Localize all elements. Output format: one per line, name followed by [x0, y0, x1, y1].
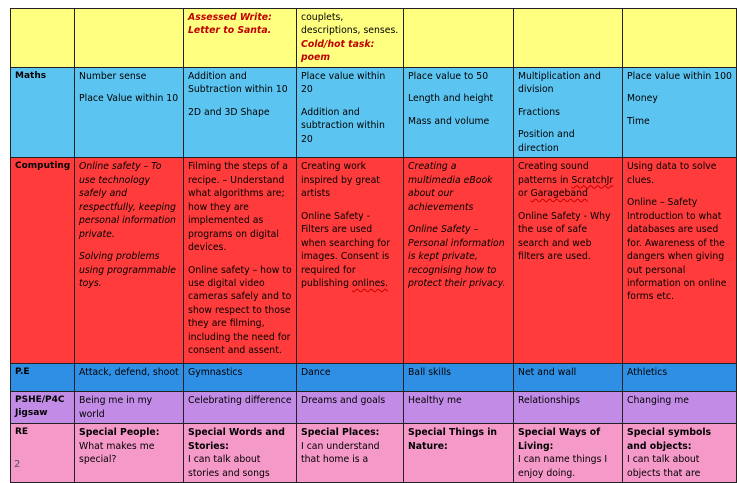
row-label-computing: Computing: [10, 157, 75, 365]
re-row: RE Special People: What makes me special?…: [10, 423, 737, 483]
row-label-maths: Maths: [10, 66, 75, 159]
computing-row: Computing Online safety – To use technol…: [10, 157, 737, 365]
maths-row: Maths Number sense Place Value within 10…: [10, 66, 737, 159]
page-number: 2: [14, 459, 21, 470]
row-label-pe: P.E: [10, 363, 75, 393]
poem-cell: couplets, descriptions, senses. Cold/hot…: [296, 8, 404, 68]
row-label-re: RE: [10, 423, 75, 483]
assessed-write-cell: Assessed Write: Letter to Santa.: [183, 8, 297, 68]
pe-row: P.E Attack, defend, shoot Gymnastics Dan…: [10, 363, 737, 393]
curriculum-table: Assessed Write: Letter to Santa. couplet…: [10, 8, 737, 483]
row-label-pshe: PSHE/P4C Jigsaw: [10, 391, 75, 425]
pshe-row: PSHE/P4C Jigsaw Being me in my world Cel…: [10, 391, 737, 425]
top-row: Assessed Write: Letter to Santa. couplet…: [10, 8, 737, 68]
